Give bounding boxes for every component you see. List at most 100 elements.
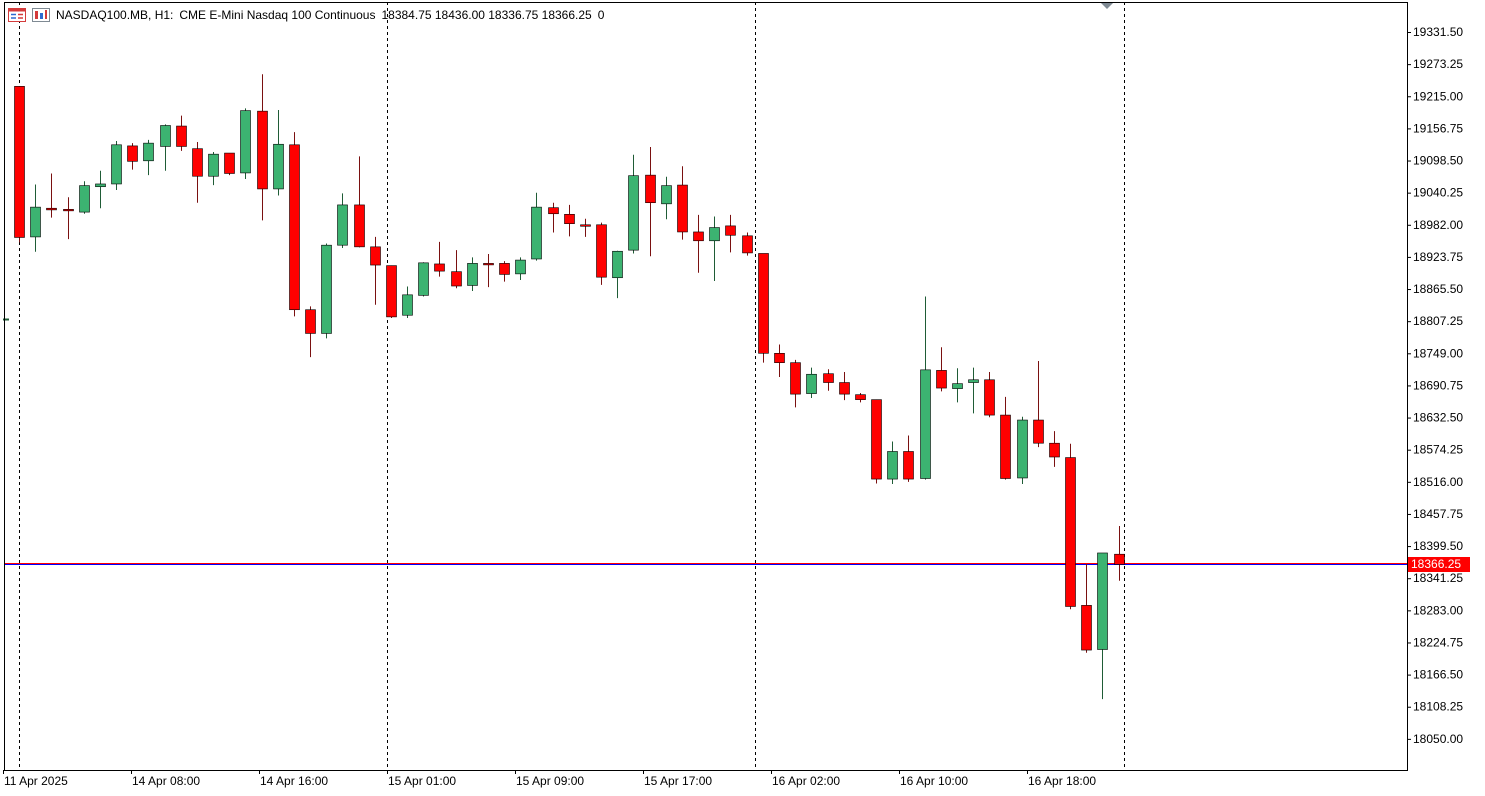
chart-shift-marker[interactable]: [1101, 3, 1113, 9]
candle: [467, 257, 478, 291]
candle: [257, 74, 268, 221]
candle: [499, 261, 510, 282]
time-label: 11 Apr 2025: [4, 774, 68, 788]
current-price-label: 18366.25: [1411, 557, 1461, 571]
candle: [1081, 564, 1092, 653]
price-label: 18632.50: [1413, 411, 1463, 425]
price-axis[interactable]: 19331.50 19273.25 19215.00 19156.75 19098.50…: [1407, 25, 1463, 746]
candle-body-bear: [693, 231, 704, 242]
candle-body-bear: [774, 352, 785, 363]
candle: [758, 253, 769, 363]
candle: [806, 367, 817, 398]
symbol-timeframe: NASDAQ100.MB, H1:: [56, 8, 174, 22]
plot-border: [4, 2, 1408, 771]
candle: [677, 166, 688, 240]
candle-body-bull: [79, 185, 90, 213]
candle-body-bear: [548, 207, 559, 215]
candle-body-bear: [1081, 605, 1092, 651]
trade-window-icon[interactable]: [8, 8, 26, 22]
price-label: 18749.00: [1413, 346, 1463, 360]
candle: [370, 236, 381, 305]
candle: [354, 156, 365, 248]
price-label: 19331.50: [1413, 25, 1463, 39]
candle-body-bull: [321, 244, 332, 334]
candle-body-bear: [596, 224, 607, 278]
candle-body-bear: [257, 110, 268, 190]
candle-body-bull: [95, 183, 106, 188]
price-label: 18108.25: [1413, 700, 1463, 714]
candle-body-bear: [192, 148, 203, 177]
candle: [1033, 361, 1044, 448]
price-label: 18457.75: [1413, 507, 1463, 521]
candle-body-bear: [564, 213, 575, 224]
price-label: 19215.00: [1413, 89, 1463, 103]
candle: [176, 115, 187, 151]
price-label: 18865.50: [1413, 282, 1463, 296]
candle-body-bull: [418, 262, 429, 296]
candle-body-bull: [920, 369, 931, 479]
candle: [580, 218, 591, 237]
candle-body-bear: [725, 225, 736, 236]
candle: [1017, 416, 1028, 485]
candle-body-bull: [273, 143, 284, 190]
candle-body-bull: [628, 175, 639, 251]
candle-body-bear: [823, 373, 834, 383]
candle: [1065, 443, 1076, 610]
candle-body-bear: [451, 271, 462, 287]
candle-body-bear: [839, 382, 850, 395]
candle: [208, 151, 219, 186]
price-label: 18516.00: [1413, 475, 1463, 489]
candle: [111, 140, 122, 191]
candle: [936, 347, 947, 392]
candle-body-bull: [515, 259, 526, 275]
candle: [887, 441, 898, 485]
candle-body-bear: [63, 209, 74, 212]
candle: [1000, 396, 1011, 480]
candle-body-bear: [903, 451, 914, 480]
ohlc-values: 18384.75 18436.00 18336.75 18366.25: [381, 8, 592, 22]
chart-frame: [4, 2, 1408, 771]
candle: [952, 368, 963, 403]
candle: [855, 393, 866, 403]
candle-body-bear: [1114, 553, 1125, 565]
candle: [14, 86, 25, 243]
candle-body-bear: [1033, 419, 1044, 444]
candle: [63, 197, 74, 240]
candle-body-bull: [30, 206, 41, 238]
candle: [386, 265, 397, 318]
candle-body-bear: [127, 145, 138, 162]
candle-body-bear: [742, 235, 753, 254]
candle: [1114, 525, 1125, 581]
time-label: 14 Apr 08:00: [132, 774, 200, 788]
candle-body-bull: [1097, 552, 1108, 650]
candle-body-bear: [224, 152, 235, 174]
candle: [612, 250, 623, 299]
price-label: 18341.25: [1413, 571, 1463, 585]
candle: [30, 184, 41, 252]
candle: [709, 216, 720, 282]
candle-body-bull: [111, 144, 122, 185]
candle-body-bear: [871, 399, 882, 480]
candle-body-bear: [370, 246, 381, 266]
current-price-tag: 18366.25: [1408, 557, 1470, 572]
time-axis[interactable]: 11 Apr 2025 14 Apr 08:00 14 Apr 16:00 15 Ap…: [3, 770, 1097, 788]
candle: [321, 243, 332, 339]
candle: [402, 286, 413, 318]
candle-body-bull: [208, 153, 219, 177]
symbol-description: CME E-Mini Nasdaq 100 Continuous: [179, 8, 376, 22]
candle-body-bull: [402, 294, 413, 316]
candle-body-bull: [467, 263, 478, 286]
candle-body-bull: [952, 383, 963, 389]
candle-body-bear: [483, 263, 494, 266]
time-label: 16 Apr 10:00: [900, 774, 968, 788]
candle: [548, 202, 559, 233]
candle-body-bear: [758, 253, 769, 354]
candle-body-bear: [1065, 457, 1076, 607]
candle: [531, 192, 542, 261]
indicator-window-icon[interactable]: [32, 8, 50, 22]
candle: [224, 152, 235, 176]
candle: [79, 181, 90, 214]
price-label: 18166.50: [1413, 668, 1463, 682]
